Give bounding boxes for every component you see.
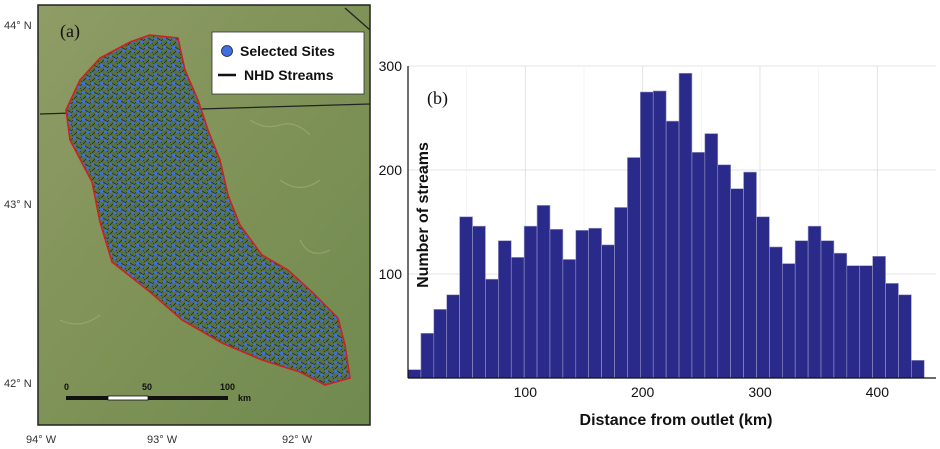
chart-ticks: 100 200 300 400 100 200 300: [379, 58, 890, 400]
histogram-bar: [730, 188, 744, 379]
x-axis-title: Distance from outlet (km): [580, 412, 773, 429]
histogram-bar: [846, 265, 861, 379]
histogram-bar: [536, 205, 551, 379]
watershed-area: [65, 34, 351, 386]
histogram-bars: [407, 72, 925, 379]
histogram-bar: [523, 225, 538, 379]
y-tick-label: 100: [379, 266, 403, 282]
histogram-bar: [872, 256, 886, 379]
scale-label-50: 50: [142, 382, 152, 392]
histogram-bar: [704, 133, 719, 379]
histogram-bar: [640, 91, 654, 379]
lon-label-94: 94° W: [26, 434, 57, 446]
scale-segment-1: [66, 396, 108, 400]
histogram-bar: [627, 157, 641, 379]
histogram-bar: [510, 257, 525, 379]
histogram-bar: [652, 90, 667, 379]
histogram-bar: [575, 230, 589, 379]
x-tick-label: 400: [866, 384, 890, 400]
lat-label-44: 44° N: [4, 20, 32, 32]
selected-sites-icon: [221, 45, 233, 57]
histogram-bar: [562, 259, 577, 379]
x-tick-label: 300: [748, 384, 772, 400]
lon-label-92: 92° W: [282, 434, 313, 446]
map-legend: Selected Sites NHD Streams: [211, 31, 365, 95]
histogram-bar: [691, 152, 706, 379]
histogram-bar: [911, 360, 925, 379]
histogram-bar: [898, 294, 912, 379]
histogram-bar: [769, 246, 783, 379]
histogram-bar: [459, 216, 473, 379]
histogram-bar: [498, 240, 512, 379]
legend-box: [211, 31, 365, 95]
scale-unit-label: km: [238, 393, 251, 403]
histogram-bar: [614, 207, 628, 379]
x-tick-label: 200: [631, 384, 655, 400]
histogram-bar: [485, 278, 499, 379]
histogram-bar: [407, 369, 422, 379]
y-axis-title: Number of streams: [415, 142, 432, 288]
scale-segment-3: [148, 396, 228, 400]
histogram-bar: [446, 294, 460, 379]
lat-label-42: 42° N: [4, 378, 32, 390]
histogram-bar: [588, 227, 602, 379]
scale-segment-2: [107, 395, 149, 401]
histogram-bar: [743, 171, 757, 379]
histogram-bar: [472, 225, 486, 379]
histogram-bar: [807, 225, 822, 379]
histogram-bar: [781, 263, 796, 379]
histogram-bar: [756, 216, 770, 379]
histogram-bar: [420, 332, 435, 379]
lon-label-93: 93° W: [147, 434, 178, 446]
legend-sites-label: Selected Sites: [240, 43, 335, 59]
y-tick-label: 200: [379, 162, 403, 178]
histogram-bar: [717, 164, 731, 379]
scale-label-100: 100: [220, 382, 235, 392]
map-panel: 44° N 43° N 42° N 94° W 93° W 92° W (a) …: [4, 4, 371, 446]
histogram-bar: [678, 72, 693, 379]
lat-label-43: 43° N: [4, 199, 32, 211]
scale-bar: 0 50 100 km: [64, 382, 251, 403]
histogram-chart: 100 200 300 400 100 200 300 (b) Distance from …: [379, 58, 936, 429]
scale-label-0: 0: [64, 382, 69, 392]
histogram-bar: [885, 283, 899, 379]
state-boundary-corner: [344, 7, 371, 31]
histogram-bar: [665, 120, 680, 379]
chart-axes: [407, 66, 936, 379]
histogram-bar: [833, 252, 848, 379]
panel-label-b: (b): [427, 88, 448, 109]
histogram-bar: [433, 309, 448, 379]
x-tick-label: 100: [514, 384, 538, 400]
histogram-bar: [820, 240, 835, 379]
histogram-bar: [794, 240, 809, 379]
panel-label-a: (a): [60, 21, 80, 42]
histogram-bar: [601, 244, 615, 379]
y-tick-label: 300: [379, 58, 403, 74]
legend-streams-label: NHD Streams: [244, 67, 334, 83]
histogram-bar: [549, 228, 564, 379]
histogram-bar: [859, 265, 873, 379]
